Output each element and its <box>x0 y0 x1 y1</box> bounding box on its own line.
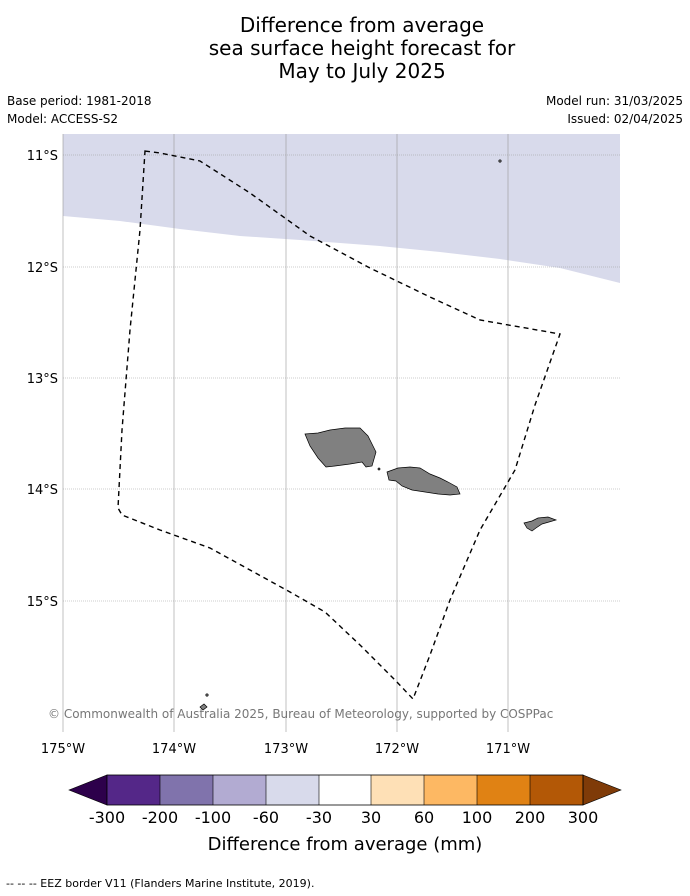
colorbar-tick: 200 <box>515 808 546 827</box>
colorbar-tick: -30 <box>306 808 332 827</box>
anomaly-region <box>63 134 620 283</box>
lat-label: 14°S <box>27 483 58 498</box>
colorbar-segment <box>477 775 530 805</box>
issued-date: Issued: 02/04/2025 <box>567 112 683 126</box>
lat-label: 13°S <box>27 372 58 387</box>
colorbar-segment <box>530 775 583 805</box>
tutuila-island <box>523 516 558 532</box>
colorbar-segment <box>424 775 477 805</box>
colorbar-segment <box>107 775 160 805</box>
base-period: Base period: 1981-2018 <box>7 94 152 108</box>
lon-label: 171°W <box>486 742 530 757</box>
southern-islet-a <box>205 693 209 697</box>
southern-islet-b <box>199 703 208 711</box>
grid <box>62 134 620 732</box>
savaii-island <box>304 427 377 468</box>
colorbar-max-extension <box>582 774 622 806</box>
lon-label: 175°W <box>41 742 85 757</box>
lon-label: 172°W <box>375 742 419 757</box>
colorbar-label: Difference from average (mm) <box>208 834 483 855</box>
upolu-island <box>386 466 461 496</box>
colorbar-outline <box>106 774 584 806</box>
colorbar-min-extension <box>68 774 108 806</box>
colorbar-tick: -100 <box>195 808 231 827</box>
lat-label: 15°S <box>27 595 58 610</box>
model-run: Model run: 31/03/2025 <box>545 94 683 108</box>
eez-footnote: -- -- -- EEZ border V11 (Flanders Marine… <box>6 877 315 890</box>
colorbar-tick: 300 <box>568 808 599 827</box>
swains-islet <box>498 159 502 163</box>
title-line-1: Difference from average <box>239 13 485 37</box>
lon-label: 173°W <box>264 742 308 757</box>
title-line-3: May to July 2025 <box>278 59 446 83</box>
latitude-labels: 11°S 12°S 13°S 14°S 15°S <box>27 149 58 610</box>
colorbar-segment <box>371 775 424 805</box>
colorbar-tick: 60 <box>414 808 434 827</box>
lat-label: 12°S <box>27 261 58 276</box>
eez-border <box>117 150 561 701</box>
colorbar-segment <box>266 775 319 805</box>
colorbar-tick: 100 <box>462 808 493 827</box>
model-name: Model: ACCESS-S2 <box>7 112 119 126</box>
lat-label: 11°S <box>27 149 58 164</box>
title-line-2: sea surface height forecast for <box>208 36 516 60</box>
colorbar-segment <box>319 775 371 805</box>
map-title: Difference from average sea surface heig… <box>0 14 690 83</box>
lon-label: 174°W <box>152 742 196 757</box>
colorbar-tick: -200 <box>142 808 178 827</box>
colorbar-tick: 30 <box>361 808 381 827</box>
colorbar-segment <box>160 775 213 805</box>
copyright-notice: © Commonwealth of Australia 2025, Bureau… <box>48 707 554 721</box>
colorbar-tick: -300 <box>89 808 125 827</box>
colorbar-tick: -60 <box>253 808 279 827</box>
manono-islet <box>377 467 381 471</box>
colorbar: -300 -200 -100 -60 -30 30 60 100 200 300… <box>68 774 622 855</box>
colorbar-segment <box>213 775 266 805</box>
longitude-labels: 175°W 174°W 173°W 172°W 171°W <box>41 742 530 757</box>
